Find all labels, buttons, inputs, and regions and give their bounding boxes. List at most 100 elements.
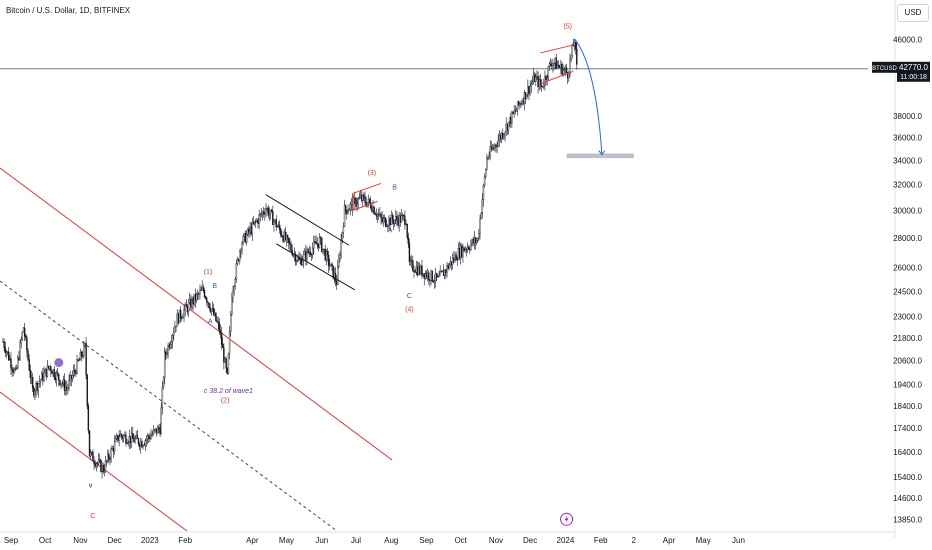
candle-body xyxy=(298,257,300,261)
candle-body xyxy=(421,265,423,276)
candle-body xyxy=(283,231,285,242)
candle-body xyxy=(239,250,241,261)
candle-body xyxy=(175,326,177,328)
candle-body xyxy=(380,213,382,218)
candle-body xyxy=(242,235,244,245)
y-tick-label: 28000.0 xyxy=(893,234,922,243)
candle-body xyxy=(429,279,431,282)
candle-body xyxy=(214,312,216,316)
y-tick-label: 24500.0 xyxy=(893,287,922,296)
candle-body xyxy=(425,272,428,278)
candle-body xyxy=(99,459,101,461)
candle-body xyxy=(395,216,397,221)
candle-body xyxy=(539,79,542,86)
candle-body xyxy=(561,63,563,75)
candle-body xyxy=(260,213,263,215)
candle-body xyxy=(256,219,258,222)
candle-body xyxy=(302,253,305,262)
candle-body xyxy=(349,203,351,210)
candle-body xyxy=(232,291,234,299)
candle-body xyxy=(58,374,60,381)
y-tick-label: 23000.0 xyxy=(893,313,922,322)
candle-body xyxy=(414,271,416,273)
candle-body xyxy=(176,313,178,327)
x-tick-label: Oct xyxy=(454,536,467,545)
candle-body xyxy=(355,198,357,207)
candle-body xyxy=(4,347,6,353)
price-badge xyxy=(897,61,930,82)
candle-body xyxy=(467,247,470,250)
candle-body xyxy=(526,94,528,100)
candle-body xyxy=(286,235,289,239)
candle-body xyxy=(472,239,474,244)
candle-body xyxy=(304,251,306,255)
candle-body xyxy=(68,379,70,388)
candle-body xyxy=(67,387,69,390)
currency-button[interactable]: USD xyxy=(897,4,929,22)
candle-body xyxy=(105,460,108,462)
candle-body xyxy=(110,449,112,460)
candle-body xyxy=(340,240,342,256)
candle-body xyxy=(507,121,510,131)
candle-body xyxy=(391,214,394,221)
candle-body xyxy=(61,383,63,385)
candle-body xyxy=(83,344,85,356)
candle-body xyxy=(408,243,411,262)
y-tick-label: 30000.0 xyxy=(893,206,922,215)
candle-body xyxy=(446,265,448,273)
candle-body xyxy=(18,357,20,360)
candle-body xyxy=(515,109,518,112)
candle-body xyxy=(193,294,195,305)
chart-title: Bitcoin / U.S. Dollar, 1D, BITFINEX xyxy=(6,6,131,15)
candle-body xyxy=(383,217,386,219)
wave-label: v xyxy=(89,482,93,489)
candle-body xyxy=(356,203,358,207)
candle-body xyxy=(116,435,118,439)
candle-body xyxy=(201,287,203,291)
candle-body xyxy=(112,448,115,452)
candle-body xyxy=(134,438,136,443)
candle-body xyxy=(143,444,145,446)
candle-body xyxy=(47,365,50,369)
candle-body xyxy=(362,194,364,201)
candle-body xyxy=(178,309,181,324)
candle-body xyxy=(398,215,400,226)
wave-label: B xyxy=(392,185,397,192)
candle-body xyxy=(46,365,49,377)
candle-body xyxy=(376,213,379,217)
candle-body xyxy=(445,269,447,273)
event-marker xyxy=(54,358,64,368)
candle-body xyxy=(463,247,465,252)
x-tick-label: Jun xyxy=(315,536,328,545)
candle-body xyxy=(219,330,222,334)
y-tick-label: 20600.0 xyxy=(893,357,922,366)
candle-body xyxy=(338,258,340,267)
candle-body xyxy=(231,297,233,315)
candle-body xyxy=(456,259,458,261)
x-tick-label: Oct xyxy=(39,536,52,545)
candle-body xyxy=(450,261,453,265)
candle-body xyxy=(375,214,378,217)
candle-body xyxy=(149,437,151,440)
candle-body xyxy=(549,63,552,66)
candle-body xyxy=(191,298,193,308)
candle-body xyxy=(200,289,202,291)
candle-body xyxy=(145,438,148,441)
candle-body xyxy=(183,309,185,318)
candle-body xyxy=(198,293,200,295)
candle-body xyxy=(488,155,490,158)
candle-body xyxy=(189,298,191,304)
y-tick-label: 16400.0 xyxy=(893,448,922,457)
x-tick-label: Jun xyxy=(732,536,745,545)
candle-body xyxy=(55,372,58,381)
candle-body xyxy=(25,336,27,338)
candle-body xyxy=(406,223,408,238)
candle-body xyxy=(30,377,33,379)
candle-body xyxy=(574,42,577,50)
candle-body xyxy=(319,237,322,239)
y-tick-label: 26000.0 xyxy=(893,264,922,273)
x-tick-label: 2023 xyxy=(141,536,159,545)
candle-body xyxy=(347,210,349,214)
price-badge-text: 42770.0 xyxy=(899,63,928,72)
